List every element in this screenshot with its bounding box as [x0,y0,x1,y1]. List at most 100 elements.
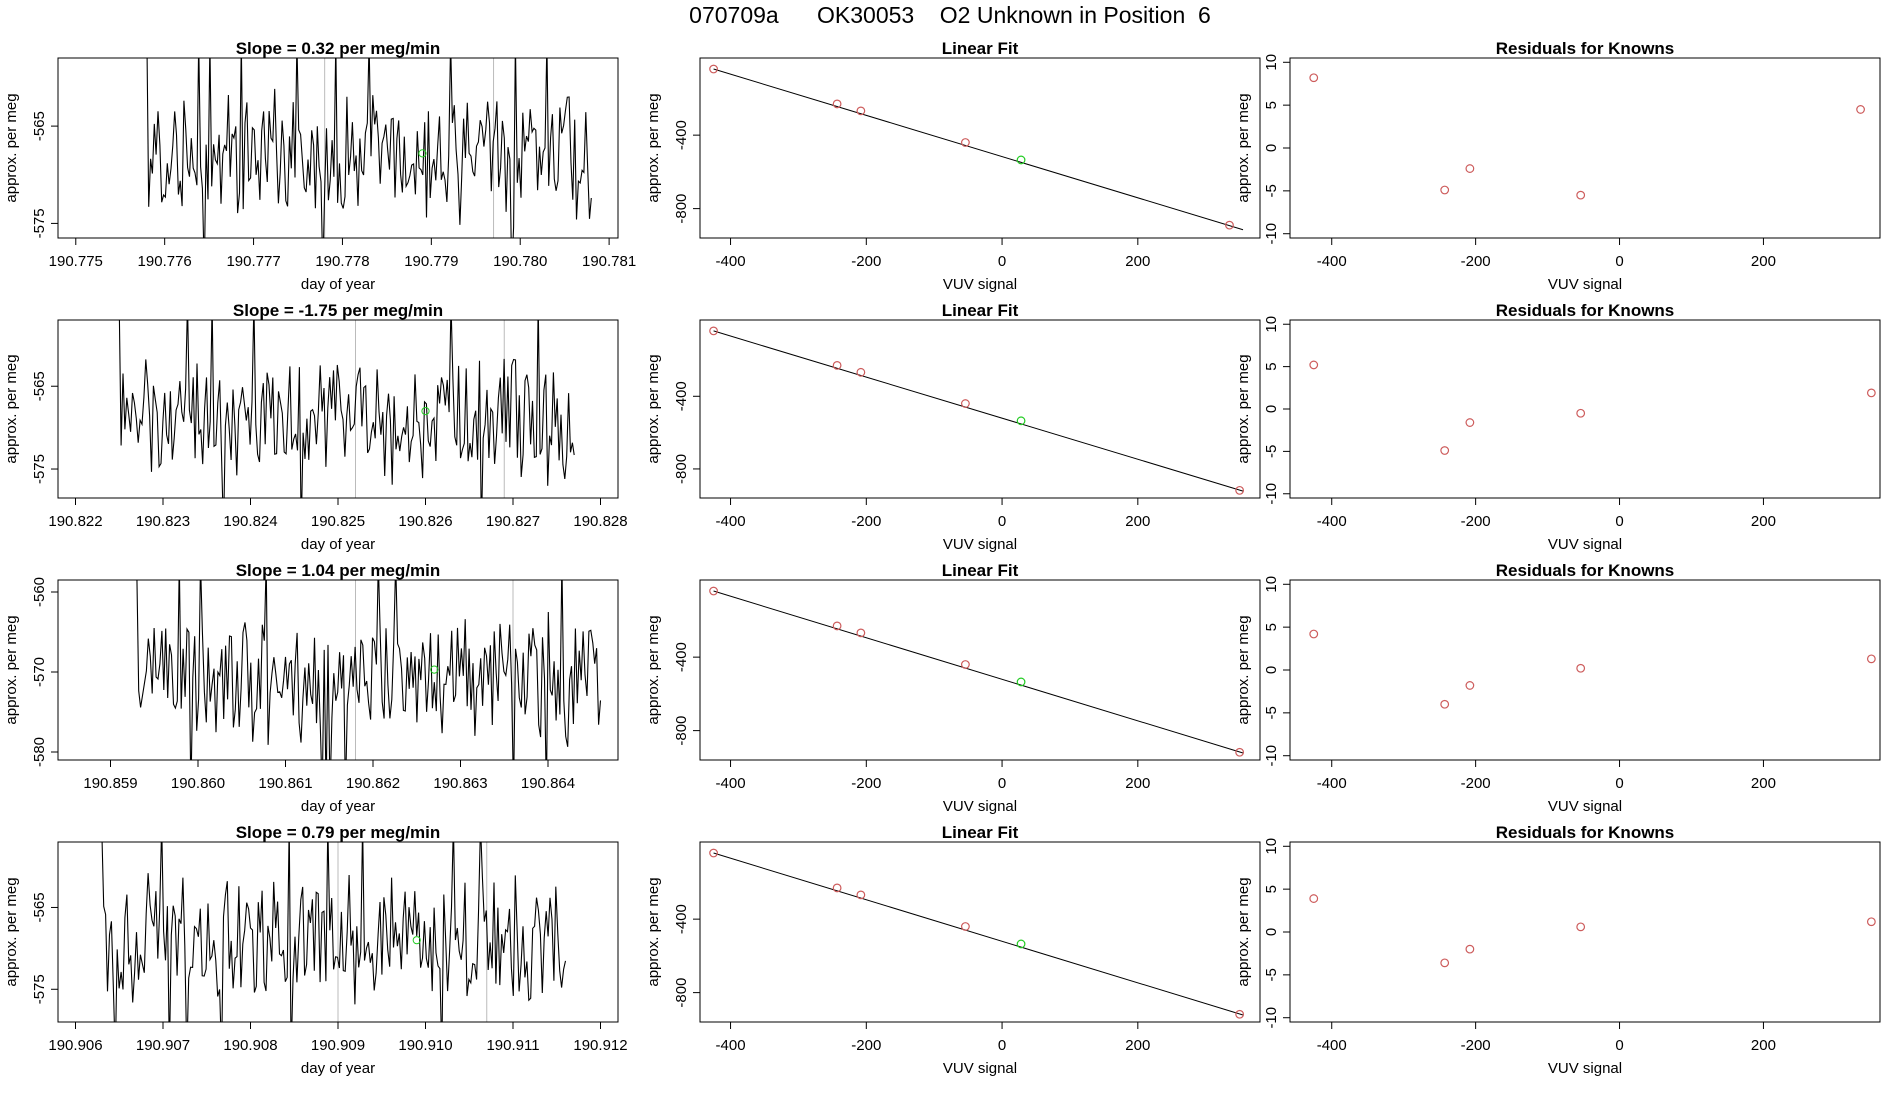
known-point-r4-fit [1235,1009,1245,1019]
plot-frame-r4-fit [699,841,1261,1023]
x-axis-label-r2-residuals: VUV signal [1548,536,1622,553]
unknown-point-r2-trace [421,406,430,416]
x-tick-label-r4-trace: 190.908 [223,1037,277,1054]
data-trace-r2-trace [118,320,575,498]
plot-frame-r4-trace [57,841,619,1023]
x-axis-label-r2-fit: VUV signal [943,536,1017,553]
y-tick-label-r1-residuals: -10 [1263,223,1280,245]
plot-frame-r1-residuals [1289,57,1881,239]
y-tick-label-r1-trace: -575 [31,208,48,238]
y-tick-label-r3-fit: -400 [673,642,690,672]
y-tick-label-r3-residuals: 0 [1263,666,1280,674]
x-tick-label-r4-residuals: -400 [1317,1037,1347,1054]
x-tick-label-r1-trace: 190.781 [582,253,636,270]
x-tick-label-r4-fit: 200 [1125,1037,1150,1054]
y-axis-label-r1-residuals: approx. per meg [1235,93,1252,202]
x-tick-label-r3-trace: 190.859 [83,775,137,792]
x-axis-label-r4-residuals: VUV signal [1548,1060,1622,1077]
fit-line-r2-fit [713,330,1244,492]
y-tick-label-r4-residuals: 10 [1263,838,1280,855]
x-axis-label-r3-fit: VUV signal [943,798,1017,815]
y-tick-label-r2-trace: -575 [31,454,48,484]
x-tick-label-r4-trace: 190.907 [136,1037,190,1054]
x-tick-label-r1-trace: 190.778 [315,253,369,270]
x-tick-label-r1-trace: 190.780 [493,253,547,270]
y-axis-label-r3-fit: approx. per meg [645,615,662,724]
y-tick-label-r2-residuals: -10 [1263,483,1280,505]
x-tick-label-r3-residuals: 0 [1615,775,1623,792]
x-tick-label-r1-residuals: -200 [1461,253,1491,270]
fit-line-r4-fit [713,852,1244,1016]
y-tick-label-r1-fit: -800 [673,194,690,224]
x-axis-label-r1-fit: VUV signal [943,276,1017,293]
known-point-r2-fit [832,361,842,370]
fit-line-r1-fit [713,68,1244,231]
x-tick-label-r2-trace: 190.825 [311,513,365,530]
residual-point-r3-residuals [1866,654,1876,664]
y-tick-label-r2-residuals: 10 [1263,316,1280,333]
plot-frame-r4-residuals [1289,841,1881,1023]
x-tick-label-r1-fit: 200 [1125,253,1150,270]
plot-title-r4-trace: Slope = 0.79 per meg/min [236,823,441,842]
unknown-point-r3-fit [1016,677,1026,687]
x-axis-label-r3-trace: day of year [301,798,375,815]
y-tick-label-r2-residuals: 0 [1263,405,1280,413]
x-tick-label-r4-trace: 190.912 [573,1037,627,1054]
unknown-point-r1-fit [1016,155,1026,165]
x-tick-label-r4-fit: -400 [716,1037,746,1054]
y-tick-label-r1-residuals: -5 [1263,184,1280,197]
y-tick-label-r4-residuals: 5 [1263,885,1280,893]
y-axis-label-r3-trace: approx. per meg [3,615,20,724]
page-title: 070709a OK30053 O2 Unknown in Position 6 [689,2,1211,28]
x-tick-label-r2-residuals: -400 [1317,513,1347,530]
x-tick-label-r2-residuals: 200 [1751,513,1776,530]
y-tick-label-r3-fit: -800 [673,716,690,746]
y-tick-label-r3-trace: -560 [31,577,48,607]
known-point-r3-fit [1235,747,1245,757]
x-axis-label-r1-residuals: VUV signal [1548,276,1622,293]
residual-point-r2-residuals [1576,408,1586,418]
y-tick-label-r3-residuals: -5 [1263,706,1280,719]
residual-point-r4-residuals [1866,917,1876,927]
plot-frame-r1-trace [57,57,619,239]
residual-point-r2-residuals [1440,446,1450,455]
x-axis-label-r3-residuals: VUV signal [1548,798,1622,815]
y-tick-label-r1-residuals: 5 [1263,101,1280,109]
y-tick-label-r1-trace: -565 [31,111,48,141]
y-tick-label-r2-residuals: -5 [1263,445,1280,458]
known-point-r3-fit [856,628,866,638]
x-tick-label-r2-trace: 190.823 [136,513,190,530]
plot-frame-r2-fit [699,319,1261,499]
unknown-point-r4-trace [412,936,421,945]
fit-line-r3-fit [713,590,1244,754]
y-axis-label-r4-fit: approx. per meg [645,877,662,986]
x-axis-label-r4-fit: VUV signal [943,1060,1017,1077]
plot-title-r3-trace: Slope = 1.04 per meg/min [236,561,441,580]
x-tick-label-r1-fit: -400 [716,253,746,270]
y-axis-label-r4-trace: approx. per meg [3,877,20,986]
y-tick-label-r3-residuals: 5 [1263,623,1280,631]
residual-point-r4-residuals [1576,922,1586,932]
plot-title-r2-residuals: Residuals for Knowns [1496,301,1675,320]
plot-title-r4-fit: Linear Fit [942,823,1019,842]
known-point-r1-fit [961,138,970,147]
y-tick-label-r3-residuals: 10 [1263,576,1280,593]
y-tick-label-r4-residuals: 0 [1263,928,1280,936]
x-axis-label-r4-trace: day of year [301,1060,375,1077]
x-tick-label-r4-fit: 0 [998,1037,1006,1054]
x-tick-label-r1-fit: 0 [998,253,1006,270]
known-point-r1-fit [832,99,842,109]
y-axis-label-r2-residuals: approx. per meg [1235,354,1252,463]
y-tick-label-r2-fit: -400 [673,381,690,411]
known-point-r2-fit [709,326,718,336]
x-tick-label-r3-fit: -400 [716,775,746,792]
y-tick-label-r4-trace: -575 [31,974,48,1004]
x-tick-label-r2-trace: 190.827 [486,513,540,530]
residual-point-r4-residuals [1465,944,1475,954]
x-tick-label-r2-trace: 190.824 [223,513,277,530]
known-point-r3-fit [709,586,718,596]
known-point-r4-fit [856,890,866,900]
x-tick-label-r1-residuals: 0 [1615,253,1623,270]
x-axis-label-r2-trace: day of year [301,536,375,553]
x-tick-label-r2-trace: 190.826 [398,513,452,530]
